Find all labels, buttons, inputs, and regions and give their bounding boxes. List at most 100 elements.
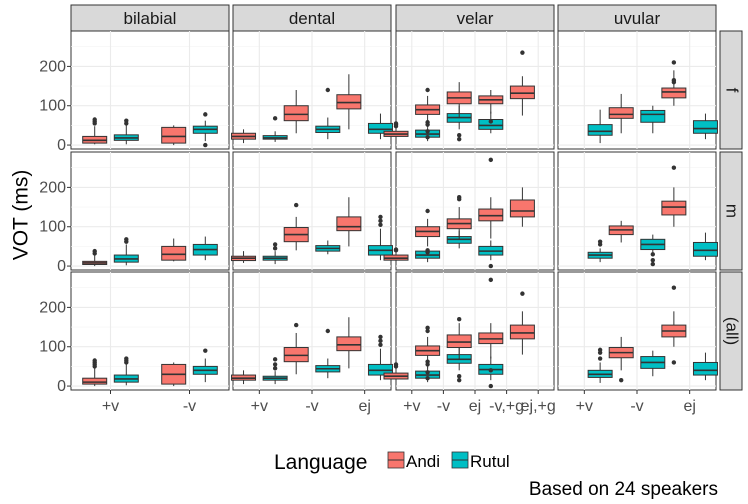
box-iqr [692, 361, 718, 376]
box-dental-all-v-rutul [262, 357, 288, 385]
outlier-point [671, 79, 677, 85]
x-tick-label: +v [576, 398, 593, 415]
legend-key-rutul: Rutul [451, 451, 510, 471]
outlier-point [124, 237, 129, 242]
box-uvular-all-v-rutul [587, 347, 613, 383]
outlier-point [203, 112, 208, 117]
strip-velar [395, 4, 555, 32]
box-uvular-m-ej-rutul [692, 232, 718, 261]
box-dental-m-v-andi [283, 202, 309, 251]
box-bilabial-m-v-andi [161, 238, 187, 262]
box-iqr [692, 120, 718, 134]
box-velar-m-ej-andi [446, 195, 472, 239]
box-dental-m-ej-andi [336, 197, 362, 247]
box-iqr [640, 109, 666, 123]
outlier-point [619, 377, 624, 383]
box-uvular-all-v-rutul [640, 350, 666, 377]
box-bilabial-all-v-rutul [113, 356, 139, 386]
box-velar-all-v-andi [415, 325, 441, 381]
outlier-point [488, 157, 493, 163]
outlier-point [272, 242, 278, 247]
outlier-point [671, 360, 677, 365]
box-uvular-m-ej-andi [661, 165, 687, 227]
outlier-point [457, 317, 462, 322]
outlier-point [671, 60, 677, 65]
x-tick-label: -v [305, 398, 318, 415]
box-uvular-m-v-rutul [640, 234, 666, 267]
outlier-point [425, 135, 430, 140]
box-iqr [509, 199, 535, 218]
box-iqr [283, 105, 309, 122]
outlier-point [650, 257, 655, 263]
box-uvular-m-v-andi [608, 220, 634, 243]
outlier-point [378, 222, 383, 227]
box-velar-m-ej-g-andi [509, 187, 535, 227]
box-iqr [587, 124, 613, 136]
outlier-point [425, 328, 430, 334]
strip-row-label-f: f [723, 88, 742, 93]
outlier-point [393, 121, 399, 126]
outlier-point [597, 239, 603, 244]
y-axis-title: VOT (ms) [10, 170, 33, 261]
box-velar-f-v-g-andi [478, 90, 504, 124]
outlier-point [488, 277, 493, 283]
strip-label-velar: velar [457, 9, 494, 28]
outlier-point [393, 247, 399, 252]
strip-row-m [719, 151, 743, 271]
outlier-point [425, 87, 430, 93]
facet-grid: bilabial dental velar uvular f m (all) 0 100 200 0… [39, 4, 743, 415]
outlier-point [457, 374, 462, 379]
y-tick-label: 200 [39, 179, 66, 196]
box-iqr [367, 122, 393, 134]
outlier-point [488, 263, 493, 269]
x-tick-label: +v [403, 398, 420, 415]
outlier-point [520, 291, 525, 296]
box-iqr [692, 241, 718, 257]
box-dental-f-v-rutul [315, 87, 341, 140]
outlier-point [124, 356, 129, 361]
strip-row-label-all: (all) [723, 317, 742, 345]
outlier-point [272, 116, 278, 121]
box-dental-f-v-rutul [262, 116, 288, 142]
box-bilabial-f-v-rutul [192, 112, 218, 148]
y-tick-label: 200 [39, 299, 66, 316]
panel-bilabial-f [70, 30, 230, 150]
box-dental-f-ej-andi [336, 74, 362, 130]
panel-velar-m [383, 151, 555, 271]
box-dental-m-ej-rutul [367, 214, 393, 261]
box-uvular-f-v-andi [608, 93, 634, 134]
strip-label-dental: dental [289, 9, 335, 28]
box-iqr [509, 324, 535, 340]
outlier-point [520, 50, 525, 55]
panel-dental-f [231, 30, 393, 150]
outlier-point [488, 368, 493, 373]
panel-bilabial-all [70, 271, 230, 391]
box-velar-m-v-g-andi [478, 157, 504, 269]
box-iqr [336, 336, 362, 352]
strip-row-f [719, 30, 743, 150]
y-tick-label: 100 [39, 98, 66, 115]
legend-label-rutul: Rutul [470, 452, 510, 471]
outlier-point [597, 356, 603, 361]
outlier-point [203, 348, 208, 353]
box-bilabial-all-v-rutul [192, 348, 218, 383]
strip-bilabial [70, 4, 230, 32]
outlier-point [378, 214, 383, 220]
box-dental-m-v-rutul [315, 240, 341, 255]
box-iqr [608, 107, 634, 119]
box-velar-m-v-andi [415, 208, 441, 255]
box-velar-m-ej-rutul [478, 240, 504, 261]
outlier-point [488, 383, 493, 389]
box-velar-f-v-andi [383, 121, 409, 142]
outlier-point [294, 322, 299, 328]
outlier-point [425, 376, 430, 381]
outlier-point [597, 347, 603, 353]
panel-velar-all [383, 271, 555, 391]
box-bilabial-m-v-andi [82, 248, 108, 267]
box-velar-all-v-andi [383, 362, 409, 385]
outlier-point [124, 118, 129, 123]
box-uvular-f-v-rutul [640, 105, 666, 134]
y-tick-label: 0 [57, 258, 66, 275]
box-dental-all-v-andi [283, 322, 309, 375]
x-tick-label: ej [358, 398, 370, 415]
